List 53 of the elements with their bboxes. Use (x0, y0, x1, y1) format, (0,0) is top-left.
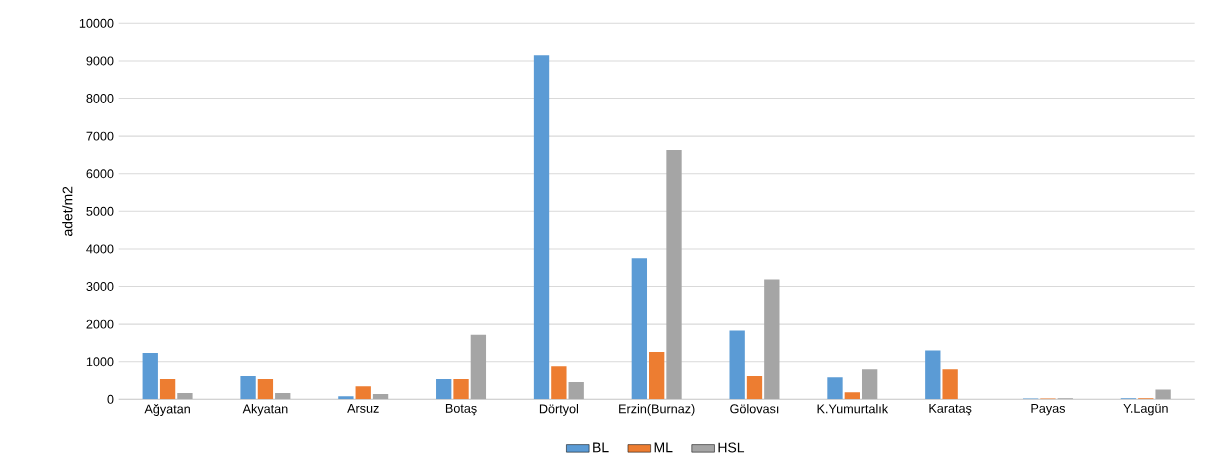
bar (159, 379, 176, 400)
bar (827, 377, 843, 400)
bar (372, 394, 389, 400)
y-tick-label: 5000 (86, 206, 114, 216)
bar (275, 392, 291, 400)
x-tick-label: Ağyatan (144, 404, 190, 416)
y-tick-label: 7000 (86, 131, 114, 141)
bar (436, 379, 452, 400)
y-tick-label: 10000 (79, 18, 114, 28)
bar (257, 379, 274, 400)
legend-label: BL (593, 442, 609, 453)
bar (746, 376, 763, 400)
x-tick-label: Karataş (929, 404, 972, 416)
y-tick-label: 3000 (86, 282, 114, 291)
y-tick-label: 9000 (86, 56, 114, 66)
bar (240, 376, 256, 400)
x-tick-label: Payas (1031, 404, 1066, 416)
bar (355, 386, 371, 400)
legend-label: ML (654, 442, 673, 453)
bar (764, 279, 780, 400)
bar (729, 330, 745, 400)
bar (177, 392, 193, 400)
y-tick-label: 1000 (86, 357, 114, 367)
y-axis-title: adet/m2 (62, 186, 73, 236)
bar (453, 379, 469, 400)
y-tick-label: 2000 (86, 319, 114, 329)
bar (666, 150, 682, 400)
x-tick-label: Y.Lagün (1123, 404, 1168, 416)
bar (1155, 389, 1171, 400)
x-tick-label: Botaş (445, 404, 477, 416)
bar (142, 353, 158, 400)
y-tick-label: 4000 (86, 244, 114, 254)
bar (942, 369, 958, 400)
bar (649, 351, 665, 400)
legend-label: HSL (718, 442, 745, 453)
x-tick-label: Arsuz (347, 404, 379, 413)
y-tick-label: 8000 (86, 94, 114, 103)
bar (551, 366, 567, 400)
bar (861, 369, 878, 400)
x-tick-label: Gölovası (730, 404, 779, 414)
x-tick-label: K.Yumurtalık (817, 404, 889, 414)
bar (844, 392, 860, 400)
y-tick-label: 0 (107, 394, 114, 404)
bar (631, 258, 648, 400)
bar (338, 396, 354, 400)
bar (470, 334, 487, 400)
x-tick-label: Akyatan (242, 404, 288, 416)
bar (925, 350, 941, 400)
x-tick-label: Erzin(Burnaz) (619, 404, 695, 416)
y-tick-label: 6000 (86, 169, 114, 179)
bar (533, 55, 550, 400)
bar (568, 382, 584, 400)
x-tick-label: Dörtyol (539, 404, 578, 416)
